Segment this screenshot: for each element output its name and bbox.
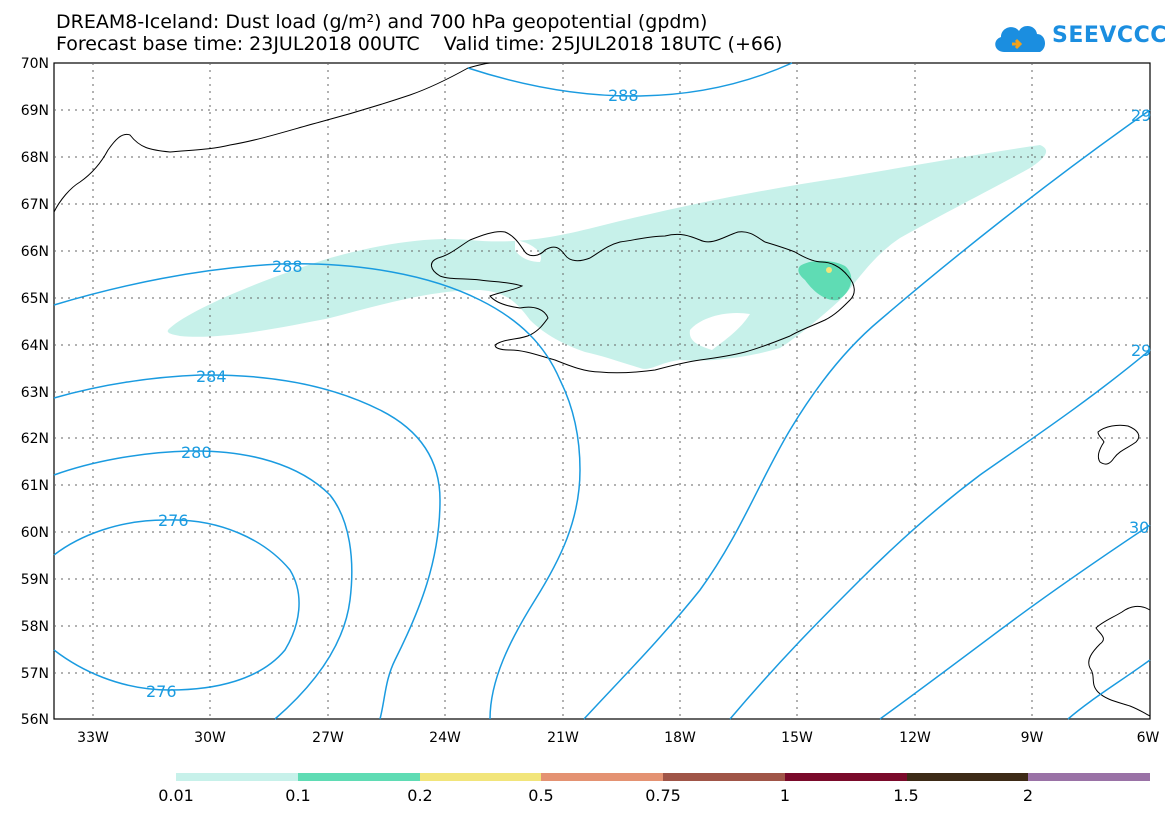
lat-label: 63N bbox=[21, 385, 49, 401]
colorbar-label: 0.5 bbox=[528, 786, 554, 805]
lat-label: 56N bbox=[21, 712, 49, 728]
lon-label: 12W bbox=[899, 730, 931, 746]
lat-label: 65N bbox=[21, 291, 49, 307]
lon-label: 24W bbox=[429, 730, 461, 746]
lon-label: 21W bbox=[547, 730, 579, 746]
colorbar-label: 0.75 bbox=[645, 786, 681, 805]
coastline bbox=[53, 62, 1151, 717]
contour-label: 280 bbox=[181, 443, 212, 462]
lat-label: 64N bbox=[21, 338, 49, 354]
lat-label: 57N bbox=[21, 666, 49, 682]
lat-label: 67N bbox=[21, 197, 49, 213]
colorbar-segment bbox=[1028, 773, 1150, 781]
contour-label: 29 bbox=[1131, 106, 1151, 125]
colorbar-segment bbox=[297, 773, 420, 781]
colorbar-segment bbox=[906, 773, 1029, 781]
colorbar-segment bbox=[784, 773, 907, 781]
colorbar-label: 1.5 bbox=[893, 786, 919, 805]
colorbar-label: 0.1 bbox=[285, 786, 311, 805]
lat-labels: 70N 69N 68N 67N 66N 65N 64N 63N 62N 61N … bbox=[21, 56, 49, 728]
colorbar-label: 1 bbox=[779, 786, 791, 805]
lon-label: 9W bbox=[1021, 730, 1044, 746]
lon-label: 15W bbox=[781, 730, 813, 746]
lat-label: 62N bbox=[21, 431, 49, 447]
lon-label: 18W bbox=[664, 730, 696, 746]
contour-label: 30 bbox=[1129, 518, 1149, 537]
cloud-icon bbox=[995, 25, 1046, 52]
greenland-coast bbox=[53, 62, 491, 213]
dust-plume-0.2 bbox=[826, 267, 832, 273]
colorbar-segment bbox=[419, 773, 542, 781]
lon-label: 33W bbox=[77, 730, 109, 746]
logo-text: SEEVCCC bbox=[1052, 23, 1167, 48]
map-title: DREAM8-Iceland: Dust load (g/m²) and 700… bbox=[56, 11, 708, 33]
lat-label: 70N bbox=[21, 56, 49, 72]
grid bbox=[54, 63, 1150, 719]
lat-label: 59N bbox=[21, 572, 49, 588]
colorbar-label: 2 bbox=[1022, 786, 1034, 805]
contour-label: 29 bbox=[1131, 341, 1151, 360]
contour-label: 288 bbox=[272, 257, 303, 276]
scotland-coast bbox=[1088, 605, 1151, 717]
dust-plume-0.1 bbox=[798, 260, 852, 301]
lat-label: 58N bbox=[21, 619, 49, 635]
colorbar bbox=[176, 773, 1150, 781]
faroe-coast bbox=[1097, 424, 1140, 465]
lat-label: 60N bbox=[21, 525, 49, 541]
lat-label: 69N bbox=[21, 103, 49, 119]
colorbar-segment bbox=[541, 773, 663, 781]
lon-labels: 33W 30W 27W 24W 21W 18W 15W 12W 9W 6W bbox=[77, 730, 1159, 746]
dust-plume-gap bbox=[689, 312, 750, 350]
lon-label: 27W bbox=[312, 730, 344, 746]
contour-label: 276 bbox=[146, 682, 177, 701]
contour-label: 276 bbox=[158, 511, 189, 530]
contour-label: 284 bbox=[196, 367, 227, 386]
colorbar-segment bbox=[176, 773, 298, 781]
lat-label: 66N bbox=[21, 244, 49, 260]
lon-label: 6W bbox=[1137, 730, 1160, 746]
lon-label: 30W bbox=[194, 730, 226, 746]
colorbar-segment bbox=[663, 773, 785, 781]
iceland-coast bbox=[431, 231, 855, 374]
lat-label: 61N bbox=[21, 478, 49, 494]
contour-label: 288 bbox=[608, 86, 639, 105]
lat-label: 68N bbox=[21, 150, 49, 166]
dust-plume-gap bbox=[515, 240, 541, 262]
contours bbox=[53, 62, 1151, 720]
contour-labels: 288 288 284 280 276 276 29 29 30 bbox=[146, 86, 1151, 701]
map-subtitle-times: Forecast base time: 23JUL2018 00UTC Vali… bbox=[56, 33, 783, 55]
colorbar-label: 0.01 bbox=[158, 786, 194, 805]
dust-plume-0.01 bbox=[167, 145, 1047, 369]
colorbar-label: 0.2 bbox=[407, 786, 433, 805]
